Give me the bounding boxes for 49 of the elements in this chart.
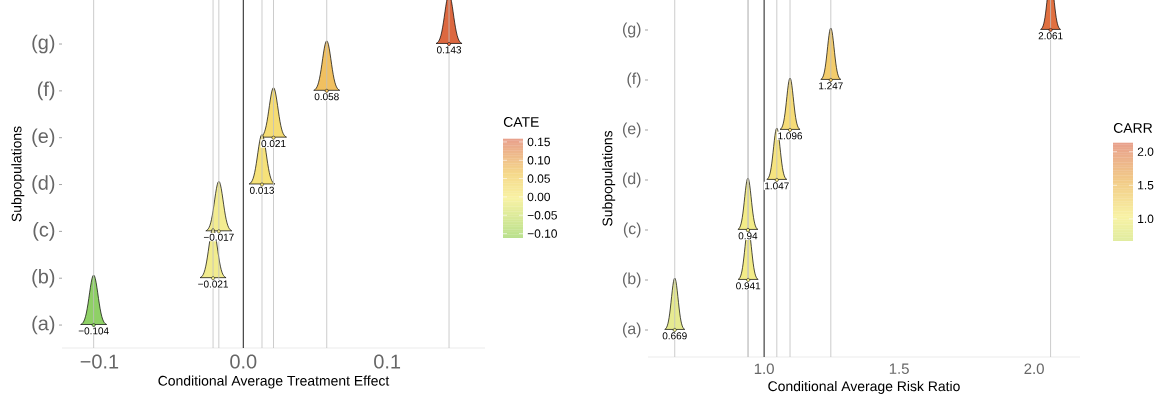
y-tick-label: (d) (622, 172, 641, 188)
color-bar-title: CARR (1113, 123, 1153, 133)
y-tick-label: (d) (32, 175, 55, 194)
y-tick-label: (g) (622, 22, 641, 38)
color-bar-title: CATE (503, 117, 539, 127)
color-bar-label: −0.05 (527, 211, 557, 220)
data-label: 0.058 (314, 93, 339, 101)
data-label: 0.941 (736, 282, 761, 290)
y-tick-label: (f) (37, 81, 55, 101)
color-bar-label: 0.10 (527, 156, 551, 165)
y-tick-label: (e) (32, 128, 55, 147)
color-bar-label: 1.0 (1138, 214, 1154, 224)
color-bar-label: 0.15 (527, 137, 550, 147)
data-label: 0.021 (261, 140, 286, 148)
y-tick-label: (f) (627, 72, 641, 88)
y-axis-title: Subpopulations (11, 126, 25, 222)
y-tick-label: (g) (32, 34, 55, 54)
data-label: 0.143 (436, 46, 462, 54)
data-label: 1.247 (819, 82, 843, 90)
color-bar-label: 0.05 (527, 174, 550, 183)
y-axis-title: Subpopulations (602, 130, 616, 226)
x-tick-label: 1.5 (889, 363, 909, 374)
color-bar-label: −0.10 (527, 229, 557, 238)
y-tick-label: (c) (623, 222, 641, 238)
x-tick-label: 1.0 (754, 363, 774, 375)
y-tick-label: (a) (622, 322, 641, 338)
data-label: 0.013 (249, 186, 275, 194)
color-bar-label: 1.5 (1138, 181, 1154, 190)
x-axis-title: Conditional Average Risk Ratio (768, 380, 960, 394)
data-label: 0.94 (738, 232, 758, 240)
data-label: 0.669 (662, 332, 687, 340)
color-bar-label: 2.0 (1137, 147, 1154, 156)
x-tick-label: 0.1 (374, 354, 401, 369)
y-tick-label: (a) (32, 315, 55, 335)
y-tick-label: (b) (622, 272, 641, 288)
x-tick-label: 0.0 (230, 354, 257, 369)
x-tick-label: −0.1 (80, 354, 119, 369)
data-label: −0.017 (203, 233, 234, 241)
data-label: 1.047 (765, 182, 789, 190)
x-axis-title: Conditional Average Treatment Effect (158, 375, 390, 389)
data-label: −0.104 (78, 327, 109, 335)
data-label: 2.061 (1038, 32, 1063, 40)
x-tick-label: 2.0 (1024, 363, 1044, 375)
y-tick-label: (b) (32, 268, 55, 288)
y-tick-label: (c) (33, 222, 55, 241)
y-tick-label: (e) (622, 122, 641, 138)
data-label: 1.096 (778, 132, 803, 140)
data-label: −0.021 (198, 280, 228, 288)
color-bar-label: 0.00 (527, 192, 551, 202)
